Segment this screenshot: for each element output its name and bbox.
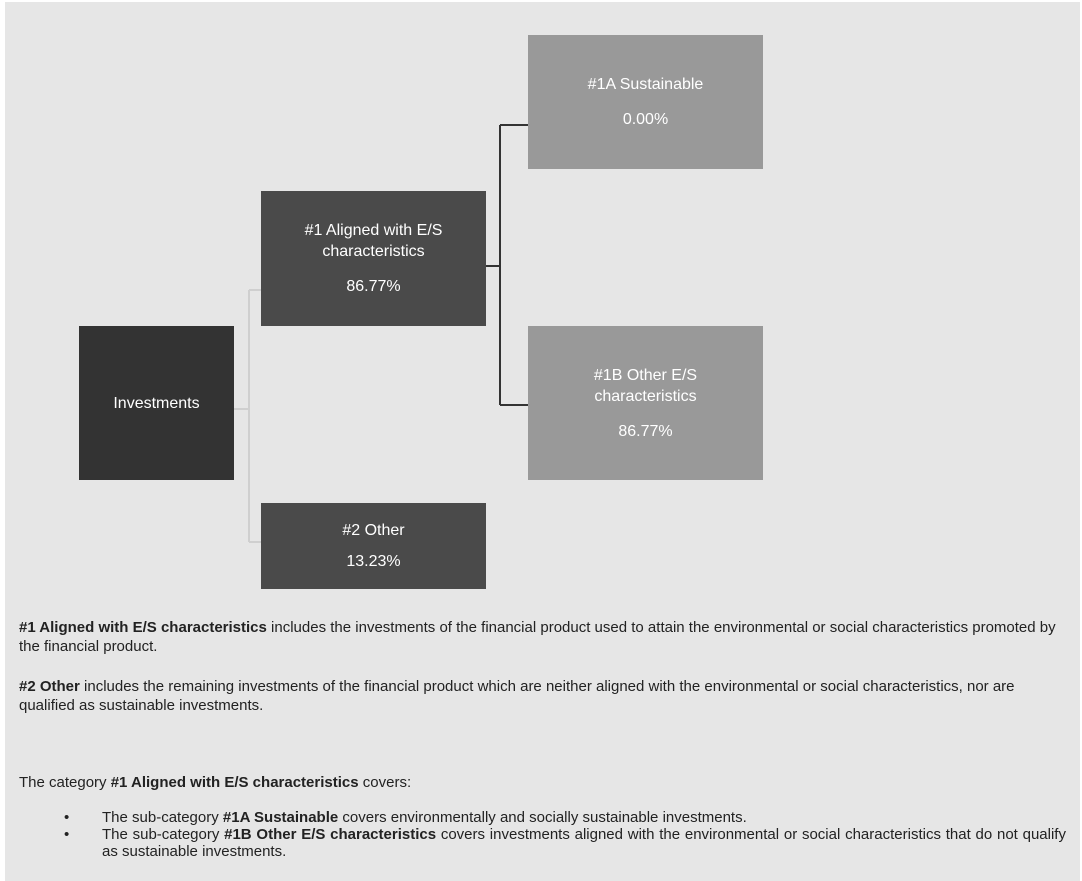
list-item-term: #1A Sustainable xyxy=(222,809,339,826)
other-es-label: #1B Other E/S characteristics xyxy=(593,366,698,405)
definition-aligned: #1 Aligned with E/S characteristics incl… xyxy=(19,618,1065,656)
aligned-es-value: 86.77% xyxy=(346,278,401,295)
definition-other: #2 Other includes the remaining investme… xyxy=(19,677,1065,715)
other-value: 13.23% xyxy=(346,553,401,570)
definition-other-term: #2 Other xyxy=(19,678,80,695)
other-es-value: 86.77% xyxy=(618,422,673,440)
list-item-pre: The sub-category xyxy=(102,809,223,826)
connector-aligned-to-subcategories xyxy=(486,124,528,406)
list-item: • The sub-category #1A Sustainable cover… xyxy=(0,809,1066,826)
category-intro-term: #1 Aligned with E/S characteristics xyxy=(110,774,359,791)
aligned-es-label: #1 Aligned with E/S characteristics xyxy=(304,222,443,260)
list-item: • The sub-category #1B Other E/S charact… xyxy=(0,826,1066,860)
other-label: #2 Other xyxy=(342,522,405,539)
sustainable-label: #1A Sustainable xyxy=(587,76,704,93)
definition-aligned-text: includes the investments of the financia… xyxy=(19,619,1056,655)
definition-aligned-term: #1 Aligned with E/S characteristics xyxy=(19,619,267,636)
connector-investments-to-categories xyxy=(234,289,261,543)
subcategory-list: • The sub-category #1A Sustainable cover… xyxy=(0,809,1066,860)
category-intro: The category #1 Aligned with E/S charact… xyxy=(19,773,1065,792)
bullet-icon: • xyxy=(64,826,70,843)
category-intro-post: covers: xyxy=(358,774,412,791)
list-item-post: covers environmentally and socially sust… xyxy=(338,809,747,826)
list-item-pre: The sub-category xyxy=(102,826,225,843)
bullet-icon: • xyxy=(64,809,70,826)
sustainable-box: #1A Sustainable 0.00% xyxy=(528,35,763,169)
list-item-post: covers investments aligned with the envi… xyxy=(102,826,1066,860)
investments-box: Investments xyxy=(79,326,234,480)
list-item-term: #1B Other E/S characteristics xyxy=(224,826,437,843)
other-es-box: #1B Other E/S characteristics 86.77% xyxy=(528,326,763,480)
other-box: #2 Other 13.23% xyxy=(261,503,486,589)
definition-other-text: includes the remaining investments of th… xyxy=(19,678,1015,714)
sustainable-value: 0.00% xyxy=(622,111,669,128)
aligned-es-box: #1 Aligned with E/S characteristics 86.7… xyxy=(261,191,486,326)
investments-label: Investments xyxy=(113,394,200,412)
category-intro-pre: The category xyxy=(19,774,111,791)
